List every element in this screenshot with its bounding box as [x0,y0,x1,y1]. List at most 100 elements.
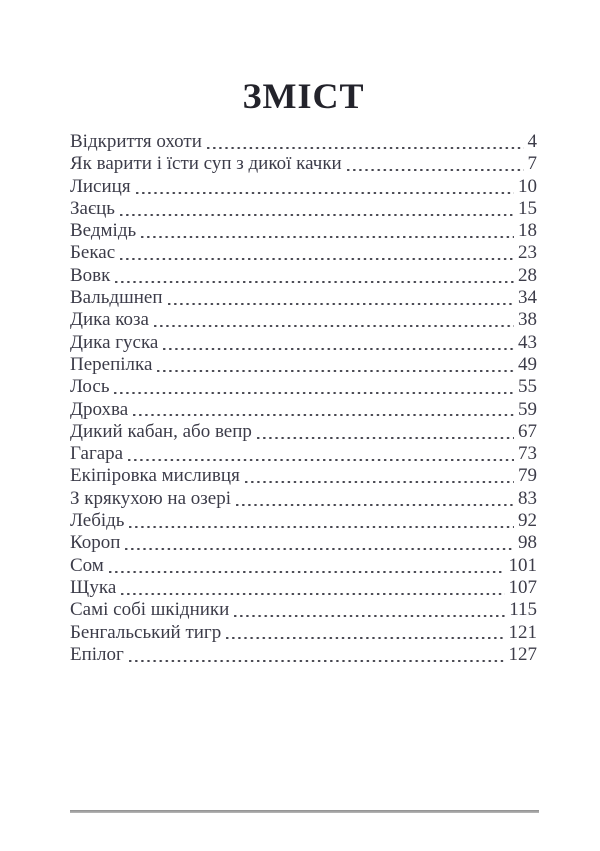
toc-leader-dots [229,599,509,621]
toc-entry: Сом 101 [70,555,537,577]
toc-entry-title: Вовк [70,264,111,286]
toc-entry-page: 28 [518,264,537,286]
toc-leader-dots [221,622,508,644]
toc-entry-title: Епілог [70,643,124,665]
toc-entry: Епілог 127 [70,644,537,666]
toc-leader-dots [116,577,508,599]
toc-entry: Екіпіровка мисливця 79 [70,465,537,487]
toc-entry: Вовк 28 [70,265,537,287]
toc-leader-dots [342,153,528,175]
toc-entry-page: 43 [518,331,537,353]
footer-rule [70,810,539,813]
toc-entry: Бенгальський тигр 121 [70,622,537,644]
toc-entry-title: Дика гуска [70,331,159,353]
toc-entry: Дрохва 59 [70,399,537,421]
toc-entry-page: 115 [509,599,537,621]
toc-leader-dots [158,332,518,354]
toc-entry: Лебідь 92 [70,510,537,532]
toc-entry-page: 59 [518,398,537,420]
toc-entry-page: 7 [527,153,538,175]
toc-entry-title: Лось [70,376,110,398]
toc-leader-dots [131,176,518,198]
toc-entry: З крякухою на озері 83 [70,488,537,510]
toc-entry-page: 83 [518,487,537,509]
toc-entry-title: Бенгальський тигр [70,621,222,643]
page-title: ЗМІСТ [242,76,365,116]
toc-entry-page: 92 [518,510,537,532]
toc-leader-dots [123,443,518,465]
toc-leader-dots [115,198,518,220]
toc-leader-dots [136,220,518,242]
toc-leader-dots [202,131,528,153]
toc-entry-title: Екіпіровка мисливця [70,465,240,487]
toc-entry-title: Відкриття охоти [70,131,202,152]
toc-entry-page: 79 [518,465,537,487]
toc-entry-title: Бекас [70,242,116,264]
toc-entry-title: Перепілка [70,353,153,375]
toc-leader-dots [115,242,518,264]
toc-entry-title: Заєць [70,197,115,219]
toc-entry: Гагара 73 [70,443,537,465]
toc-entry-title: Дрохва [70,398,129,420]
toc-entry-title: Ведмідь [70,220,137,242]
toc-entry-page: 49 [518,353,537,375]
toc-leader-dots [231,488,518,510]
toc-entry-title: Вальдшнеп [70,287,163,309]
toc-entry: Дикий кабан, або вепр 67 [70,421,537,443]
toc-list: Відкриття охоти 4 Як варити і їсти суп з д… [70,131,537,666]
toc-entry-page: 121 [508,621,538,643]
toc-entry: Лисиця 10 [70,176,537,198]
toc-entry-title: Самі собі шкідники [70,599,230,621]
toc-leader-dots [104,555,509,577]
toc-entry-page: 101 [508,554,538,576]
toc-entry: Перепілка 49 [70,354,537,376]
toc-entry-page: 4 [527,131,538,152]
toc-leader-dots [109,376,518,398]
toc-entry-page: 55 [518,376,537,398]
toc-leader-dots [110,265,518,287]
toc-entry: Як варити і їсти суп з дикої качки 7 [70,153,537,175]
toc-entry-title: Дикий кабан, або вепр [70,420,252,442]
toc-entry: Дика гуска 43 [70,332,537,354]
toc-entry: Короп 98 [70,532,537,554]
toc-leader-dots [120,532,518,554]
toc-entry-title: Лисиця [70,175,131,197]
toc-entry-title: Дика коза [70,309,149,331]
toc-leader-dots [152,354,518,376]
toc-leader-dots [149,309,518,331]
toc-entry: Лось 55 [70,376,537,398]
toc-entry-page: 73 [518,443,537,465]
toc-entry-title: Щука [70,576,117,598]
toc-entry-page: 67 [518,420,537,442]
toc-entry: Відкриття охоти 4 [70,131,537,153]
toc-entry-title: З крякухою на озері [70,487,231,509]
toc-entry-page: 18 [518,220,537,242]
toc-entry: Вальдшнеп 34 [70,287,537,309]
toc-leader-dots [163,287,519,309]
toc-entry-title: Лебідь [70,510,125,532]
toc-entry-title: Гагара [70,443,124,465]
toc-entry-page: 98 [518,532,537,554]
toc-entry: Щука 107 [70,577,537,599]
toc-entry: Ведмідь 18 [70,220,537,242]
toc-entry-title: Короп [70,532,121,554]
toc-leader-dots [128,399,518,421]
toc-entry-page: 15 [518,197,537,219]
toc-entry-page: 107 [508,576,538,598]
toc-entry-page: 38 [518,309,537,331]
toc-leader-dots [240,465,518,487]
toc-leader-dots [124,644,509,666]
toc-leader-dots [252,421,518,443]
toc-entry: Самі собі шкідники 115 [70,599,537,621]
toc-entry-page: 34 [518,287,537,309]
toc-entry: Бекас 23 [70,242,537,264]
toc-entry: Заєць 15 [70,198,537,220]
toc-entry-title: Як варити і їсти суп з дикої качки [70,153,342,175]
toc-entry-page: 23 [518,242,537,264]
toc-entry-page: 127 [508,643,538,665]
toc-entry-title: Сом [70,554,104,576]
toc-leader-dots [124,510,518,532]
toc-entry: Дика коза 38 [70,309,537,331]
toc-entry-page: 10 [518,175,537,197]
